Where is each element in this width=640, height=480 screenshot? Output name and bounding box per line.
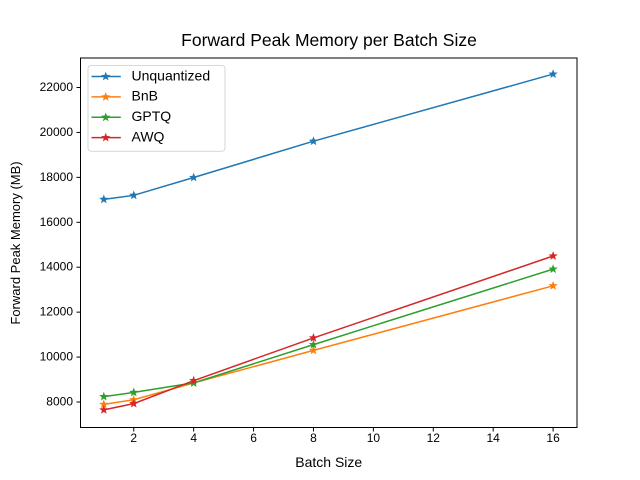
svg-text:AWQ: AWQ: [132, 128, 165, 144]
svg-text:6: 6: [250, 431, 257, 445]
svg-text:8000: 8000: [46, 395, 73, 409]
svg-text:12: 12: [427, 431, 441, 445]
svg-text:BnB: BnB: [132, 88, 158, 104]
svg-text:10: 10: [367, 431, 381, 445]
svg-text:18000: 18000: [40, 170, 74, 184]
svg-text:22000: 22000: [40, 80, 74, 94]
svg-text:4: 4: [190, 431, 197, 445]
svg-text:16: 16: [546, 431, 560, 445]
svg-text:2: 2: [130, 431, 137, 445]
svg-text:Batch Size: Batch Size: [295, 454, 362, 470]
svg-text:GPTQ: GPTQ: [132, 108, 172, 124]
svg-text:14: 14: [487, 431, 501, 445]
svg-text:16000: 16000: [40, 215, 74, 229]
svg-text:Forward Peak Memory (MB): Forward Peak Memory (MB): [8, 161, 23, 324]
svg-text:20000: 20000: [40, 125, 74, 139]
svg-text:10000: 10000: [40, 350, 74, 364]
svg-text:Unquantized: Unquantized: [132, 67, 211, 83]
svg-text:14000: 14000: [40, 260, 74, 274]
svg-text:Forward Peak Memory per Batch: Forward Peak Memory per Batch Size: [181, 30, 477, 50]
svg-text:8: 8: [310, 431, 317, 445]
svg-text:12000: 12000: [40, 305, 74, 319]
